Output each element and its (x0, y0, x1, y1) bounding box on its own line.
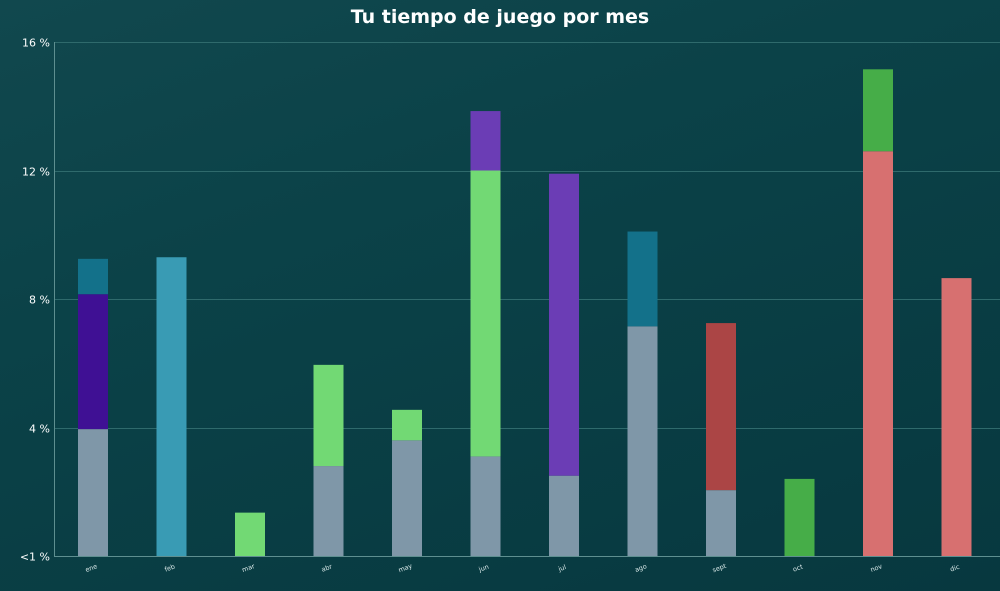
chart-title: Tu tiempo de juego por mes (350, 6, 650, 28)
x-tick-label: nov (869, 562, 883, 574)
bar-segment (706, 323, 736, 491)
y-tick-label: 16 % (22, 37, 50, 50)
bar-segment (627, 231, 658, 327)
y-tick-label: <1 % (20, 551, 50, 564)
bar-segment (941, 278, 972, 556)
bar-segment (470, 111, 501, 171)
bar-segment (313, 364, 344, 467)
bar-stack-ago (627, 231, 658, 556)
y-tick-label: 12 % (22, 166, 50, 179)
bar-segment (706, 490, 736, 556)
x-tick-label: feb (164, 563, 177, 574)
bar-stack-mar (235, 512, 265, 556)
x-tick-label: ene (84, 562, 98, 574)
bar-segment (78, 258, 108, 295)
bar-stack-ene (78, 258, 108, 556)
grid-layer (54, 42, 1000, 557)
x-tick-label: jul (556, 563, 567, 574)
bar-stack-oct (784, 478, 815, 556)
bar-segment (156, 257, 187, 556)
x-tick-label: mar (241, 562, 256, 574)
bar-segment (784, 478, 815, 556)
bar-segment (470, 170, 501, 457)
bar-segment (313, 466, 344, 556)
x-tick-label: oct (792, 562, 805, 573)
bar-segment (392, 440, 422, 556)
x-tick-label: jun (477, 563, 490, 574)
x-tick-label: abr (320, 562, 333, 573)
bar-segment (470, 456, 501, 556)
x-tick-label: sept (711, 562, 727, 574)
bar-segment (392, 409, 422, 441)
bar-stack-dic (941, 278, 972, 556)
bar-stack-jul (549, 173, 579, 556)
y-tick-label: 8 % (29, 294, 50, 307)
bar-stack-abr (313, 364, 344, 556)
bar-segment (78, 429, 108, 556)
x-tick-label: may (397, 562, 413, 574)
bar-stack-sept (706, 323, 736, 556)
bar-segment (627, 326, 658, 556)
y-tick-label: 4 % (29, 423, 50, 436)
bar-segment (235, 512, 265, 556)
bar-segment (549, 475, 579, 556)
bars-layer (78, 69, 972, 556)
bar-segment (549, 173, 579, 476)
bar-stack-nov (863, 69, 893, 556)
bar-segment (78, 294, 108, 430)
bar-stack-feb (156, 257, 187, 556)
bar-segment (863, 151, 893, 556)
bar-stack-may (392, 409, 422, 556)
x-tick-label: ago (634, 562, 648, 574)
bar-segment (863, 69, 893, 152)
x-tick-label: dic (949, 563, 961, 574)
bar-stack-jun (470, 111, 501, 556)
